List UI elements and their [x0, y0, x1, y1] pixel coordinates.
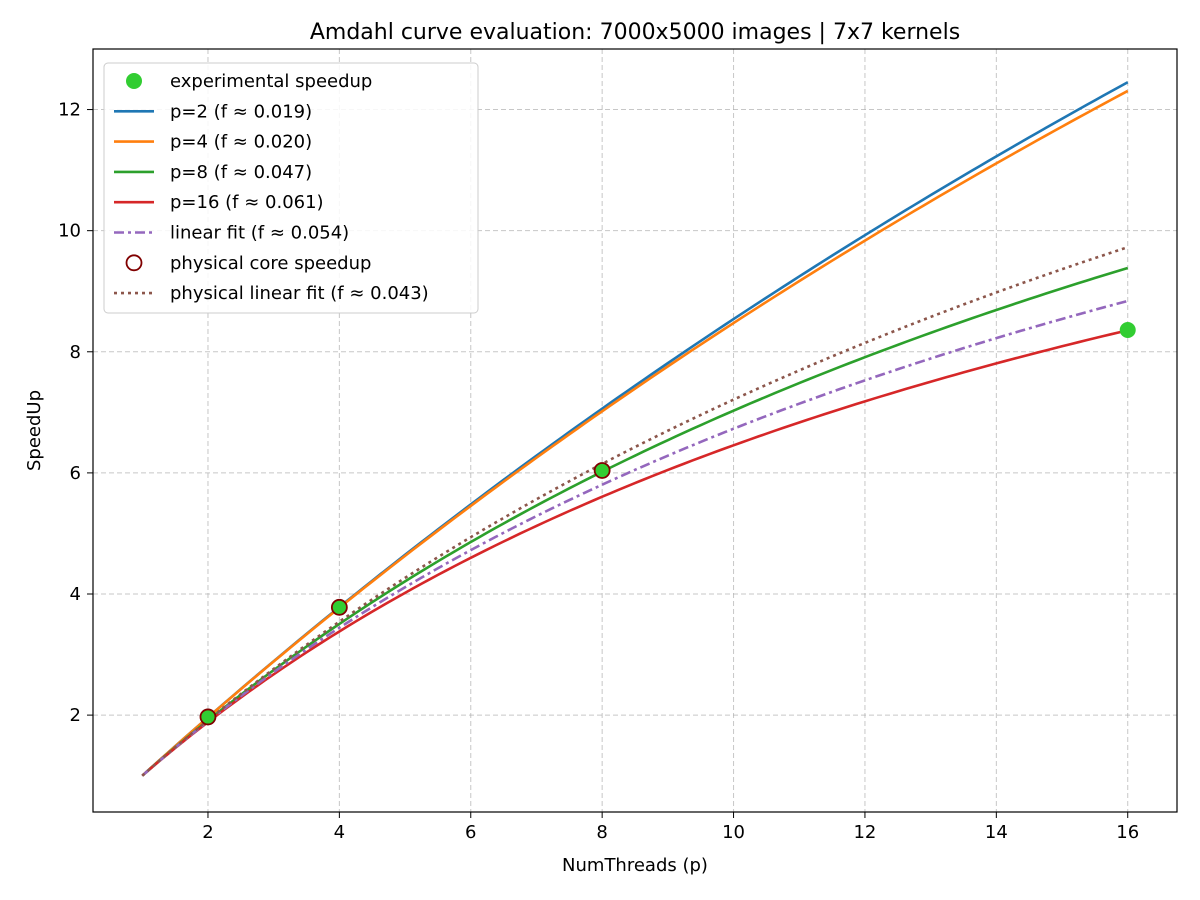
legend-marker	[125, 254, 143, 272]
legend-label: p=4 (f ≈ 0.020)	[170, 132, 312, 153]
y-tick-label: 12	[58, 100, 81, 121]
legend-label: p=8 (f ≈ 0.047)	[170, 162, 312, 183]
x-tick-label: 16	[1116, 822, 1139, 843]
experimental-point	[1119, 321, 1136, 338]
x-tick-label: 14	[985, 822, 1008, 843]
grid	[93, 49, 1177, 812]
legend-label: p=2 (f ≈ 0.019)	[170, 101, 312, 122]
y-tick-label: 2	[70, 705, 81, 726]
legend-label: experimental speedup	[170, 71, 372, 92]
x-tick-label: 2	[202, 822, 213, 843]
series-line-5	[141, 299, 1129, 777]
y-tick-label: 8	[70, 342, 81, 363]
x-tick-label: 8	[596, 822, 607, 843]
x-axis-label: NumThreads (p)	[562, 855, 708, 876]
legend-box	[103, 62, 479, 314]
experimental-point	[331, 599, 348, 616]
y-tick-label: 10	[58, 221, 81, 242]
x-tick-label: 10	[722, 822, 745, 843]
experimental-point	[199, 708, 216, 725]
series-lines	[141, 81, 1129, 777]
chart-title: Amdahl curve evaluation: 7000x5000 image…	[310, 20, 960, 45]
axis-ticks: 2 4 6 8 10 12 14 16 2 4 6 8 10 12	[58, 100, 1139, 843]
legend-label: linear fit (f ≈ 0.054)	[170, 223, 349, 244]
y-tick-label: 6	[70, 463, 81, 484]
legend-label: physical core speedup	[170, 253, 371, 274]
legend: experimental speedup p=2 (f ≈ 0.019) p=4 (…	[103, 62, 479, 314]
series-line-2	[141, 89, 1129, 777]
x-tick-label: 6	[465, 822, 476, 843]
series-line-4	[141, 329, 1129, 777]
y-axis-label: SpeedUp	[24, 390, 45, 471]
legend-label: p=16 (f ≈ 0.061)	[170, 192, 324, 213]
plot-frame	[92, 48, 1178, 813]
physical-core-point	[593, 462, 611, 479]
legend-marker	[126, 73, 142, 89]
scatter-points	[199, 321, 1136, 726]
experimental-point	[594, 462, 611, 479]
legend-label: physical linear fit (f ≈ 0.043)	[170, 283, 429, 304]
physical-core-point	[330, 598, 348, 616]
series-line-3	[141, 266, 1129, 777]
x-tick-label: 4	[334, 822, 345, 843]
y-tick-label: 4	[70, 584, 81, 605]
series-line-6	[141, 245, 1129, 777]
physical-core-point	[199, 708, 217, 726]
x-tick-label: 12	[853, 822, 876, 843]
